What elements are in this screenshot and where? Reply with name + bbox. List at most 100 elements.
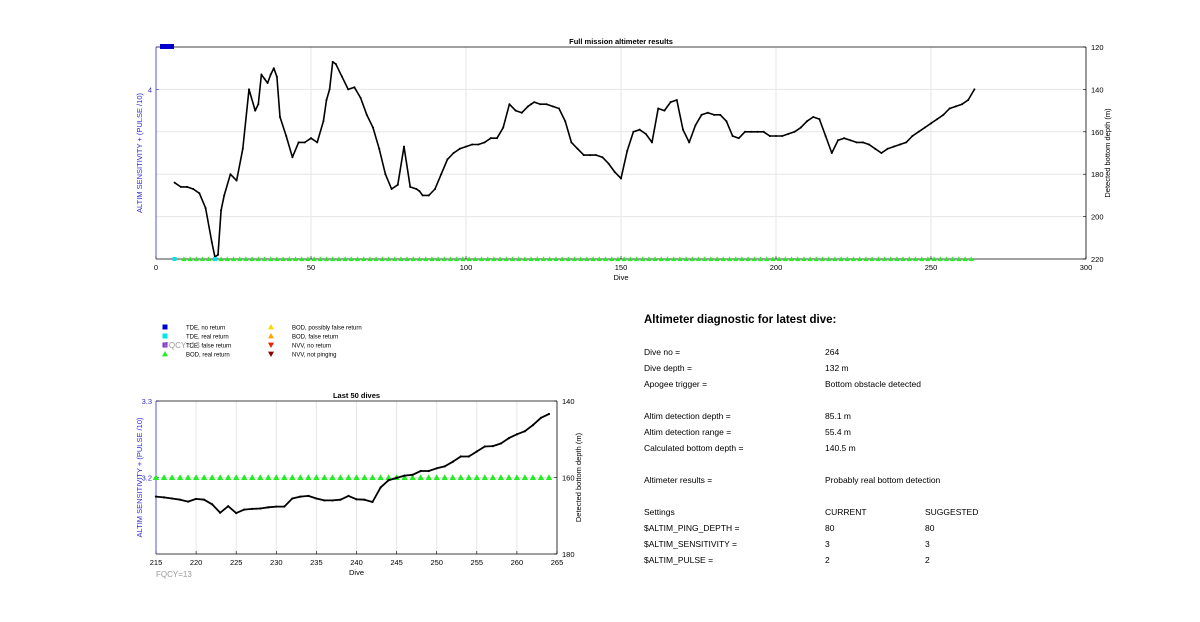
legend-label: NVV, no return xyxy=(292,344,331,350)
depth-point xyxy=(818,118,821,121)
bod-real-return-marker xyxy=(770,256,776,262)
bod-real-return-marker xyxy=(401,474,408,481)
depth-point xyxy=(297,141,300,144)
bod-real-return-marker xyxy=(627,256,633,262)
depth-point xyxy=(502,126,505,129)
depth-point xyxy=(471,143,474,146)
depth-point xyxy=(179,185,182,188)
depth-point xyxy=(520,111,523,114)
legend-square-marker xyxy=(162,333,168,339)
chart-title: Full mission altimeter results xyxy=(569,37,673,46)
pulse-label: $ALTIM_PULSE = xyxy=(644,555,714,565)
depth-point xyxy=(744,130,746,133)
depth-point xyxy=(849,139,852,142)
legend-label: NVV, not pinging xyxy=(292,353,336,359)
depth-point xyxy=(675,99,678,101)
depth-point xyxy=(435,467,438,470)
y-right-tick-label: 180 xyxy=(1091,170,1104,179)
bod-real-return-marker xyxy=(602,256,609,262)
bod-real-return-marker xyxy=(361,256,367,262)
bod-real-return-marker xyxy=(385,256,392,262)
depth-point xyxy=(812,115,815,118)
bod-real-return-marker xyxy=(286,256,292,262)
bod-real-return-marker xyxy=(373,256,379,262)
depth-point xyxy=(787,132,790,135)
depth-point xyxy=(220,209,223,212)
bod-real-return-marker xyxy=(449,474,456,481)
depth-point xyxy=(248,88,250,91)
bod-real-return-marker xyxy=(323,256,330,262)
depth-point xyxy=(547,412,551,416)
full-mission-chart: 0 50 100 150 200 250 300 120 140 160 180 200 220 4 Ful… xyxy=(135,37,1112,282)
depth-point xyxy=(613,171,616,174)
depth-point xyxy=(595,154,598,157)
bod-real-return-marker xyxy=(193,256,199,262)
x-tick-label: 100 xyxy=(460,263,473,272)
bod-real-return-marker xyxy=(850,256,857,262)
bod-real-return-marker xyxy=(937,256,943,262)
depth-point xyxy=(539,103,542,106)
depth-point xyxy=(223,194,226,197)
bod-real-return-marker xyxy=(894,256,900,262)
bod-real-return-marker xyxy=(330,256,336,262)
calculated-bottom-label: Calculated bottom depth = xyxy=(644,443,744,453)
bod-real-return-marker xyxy=(962,256,968,262)
bod-real-return-marker xyxy=(776,256,782,262)
bod-real-return-marker xyxy=(931,256,937,262)
legend-label: TDE, no return xyxy=(186,326,225,332)
altimeter-results-label: Altimeter results = xyxy=(644,475,713,485)
depth-point xyxy=(210,241,213,244)
depth-point xyxy=(322,120,325,123)
bod-real-return-marker xyxy=(233,474,240,481)
bod-real-return-marker xyxy=(819,256,826,262)
bod-real-return-marker xyxy=(782,256,788,262)
legend-triangle-down-marker xyxy=(268,351,274,357)
depth-point xyxy=(514,109,517,112)
depth-point xyxy=(620,177,622,180)
bod-real-return-marker xyxy=(206,256,212,262)
depth-point xyxy=(768,135,771,138)
x-tick-label: 0 xyxy=(154,263,158,272)
depth-point xyxy=(299,495,302,498)
depth-point xyxy=(243,508,246,511)
legend-triangle-up-marker xyxy=(268,333,274,339)
x-tick-label: 265 xyxy=(551,558,564,567)
bod-real-return-marker xyxy=(377,474,384,481)
bod-real-return-marker xyxy=(289,474,296,481)
x-tick-label: 250 xyxy=(430,558,443,567)
bod-real-return-marker xyxy=(857,256,863,262)
depth-point xyxy=(961,103,963,106)
depth-point xyxy=(607,162,610,165)
bod-real-return-marker xyxy=(671,256,677,262)
depth-point xyxy=(259,507,262,510)
y-left-axis-label: ALTIM SENSITIVITY + (PULSE /10) xyxy=(135,93,144,213)
depth-point xyxy=(403,145,405,148)
x-tick-label: 260 xyxy=(511,558,524,567)
depth-point xyxy=(491,445,494,448)
bod-real-return-marker xyxy=(481,474,489,481)
depth-point xyxy=(325,99,328,101)
bod-real-return-marker xyxy=(398,256,404,262)
legend-fqcy-annotation: FQCY=13 xyxy=(164,341,200,350)
depth-point xyxy=(967,99,970,101)
bod-real-return-marker xyxy=(317,256,323,262)
depth-point xyxy=(576,147,579,150)
depth-point xyxy=(570,141,573,144)
bod-real-return-marker xyxy=(640,256,646,262)
depth-point xyxy=(564,120,567,123)
depth-point xyxy=(942,113,945,116)
bod-real-return-marker xyxy=(305,474,312,481)
bod-real-return-marker xyxy=(329,474,336,481)
sensitivity-label: $ALTIM_SENSITIVITY = xyxy=(644,539,737,549)
depth-point xyxy=(451,460,454,463)
depth-point xyxy=(283,505,286,508)
sensitivity-suggested: 3 xyxy=(925,539,930,549)
depth-point xyxy=(307,494,310,497)
bod-real-return-marker xyxy=(565,256,571,262)
bod-real-return-marker xyxy=(683,256,689,262)
pulse-suggested: 2 xyxy=(925,555,930,565)
dive-no-value: 264 xyxy=(825,347,840,357)
bod-real-return-marker xyxy=(336,256,342,262)
depth-point xyxy=(799,126,802,129)
depth-point xyxy=(483,445,486,448)
